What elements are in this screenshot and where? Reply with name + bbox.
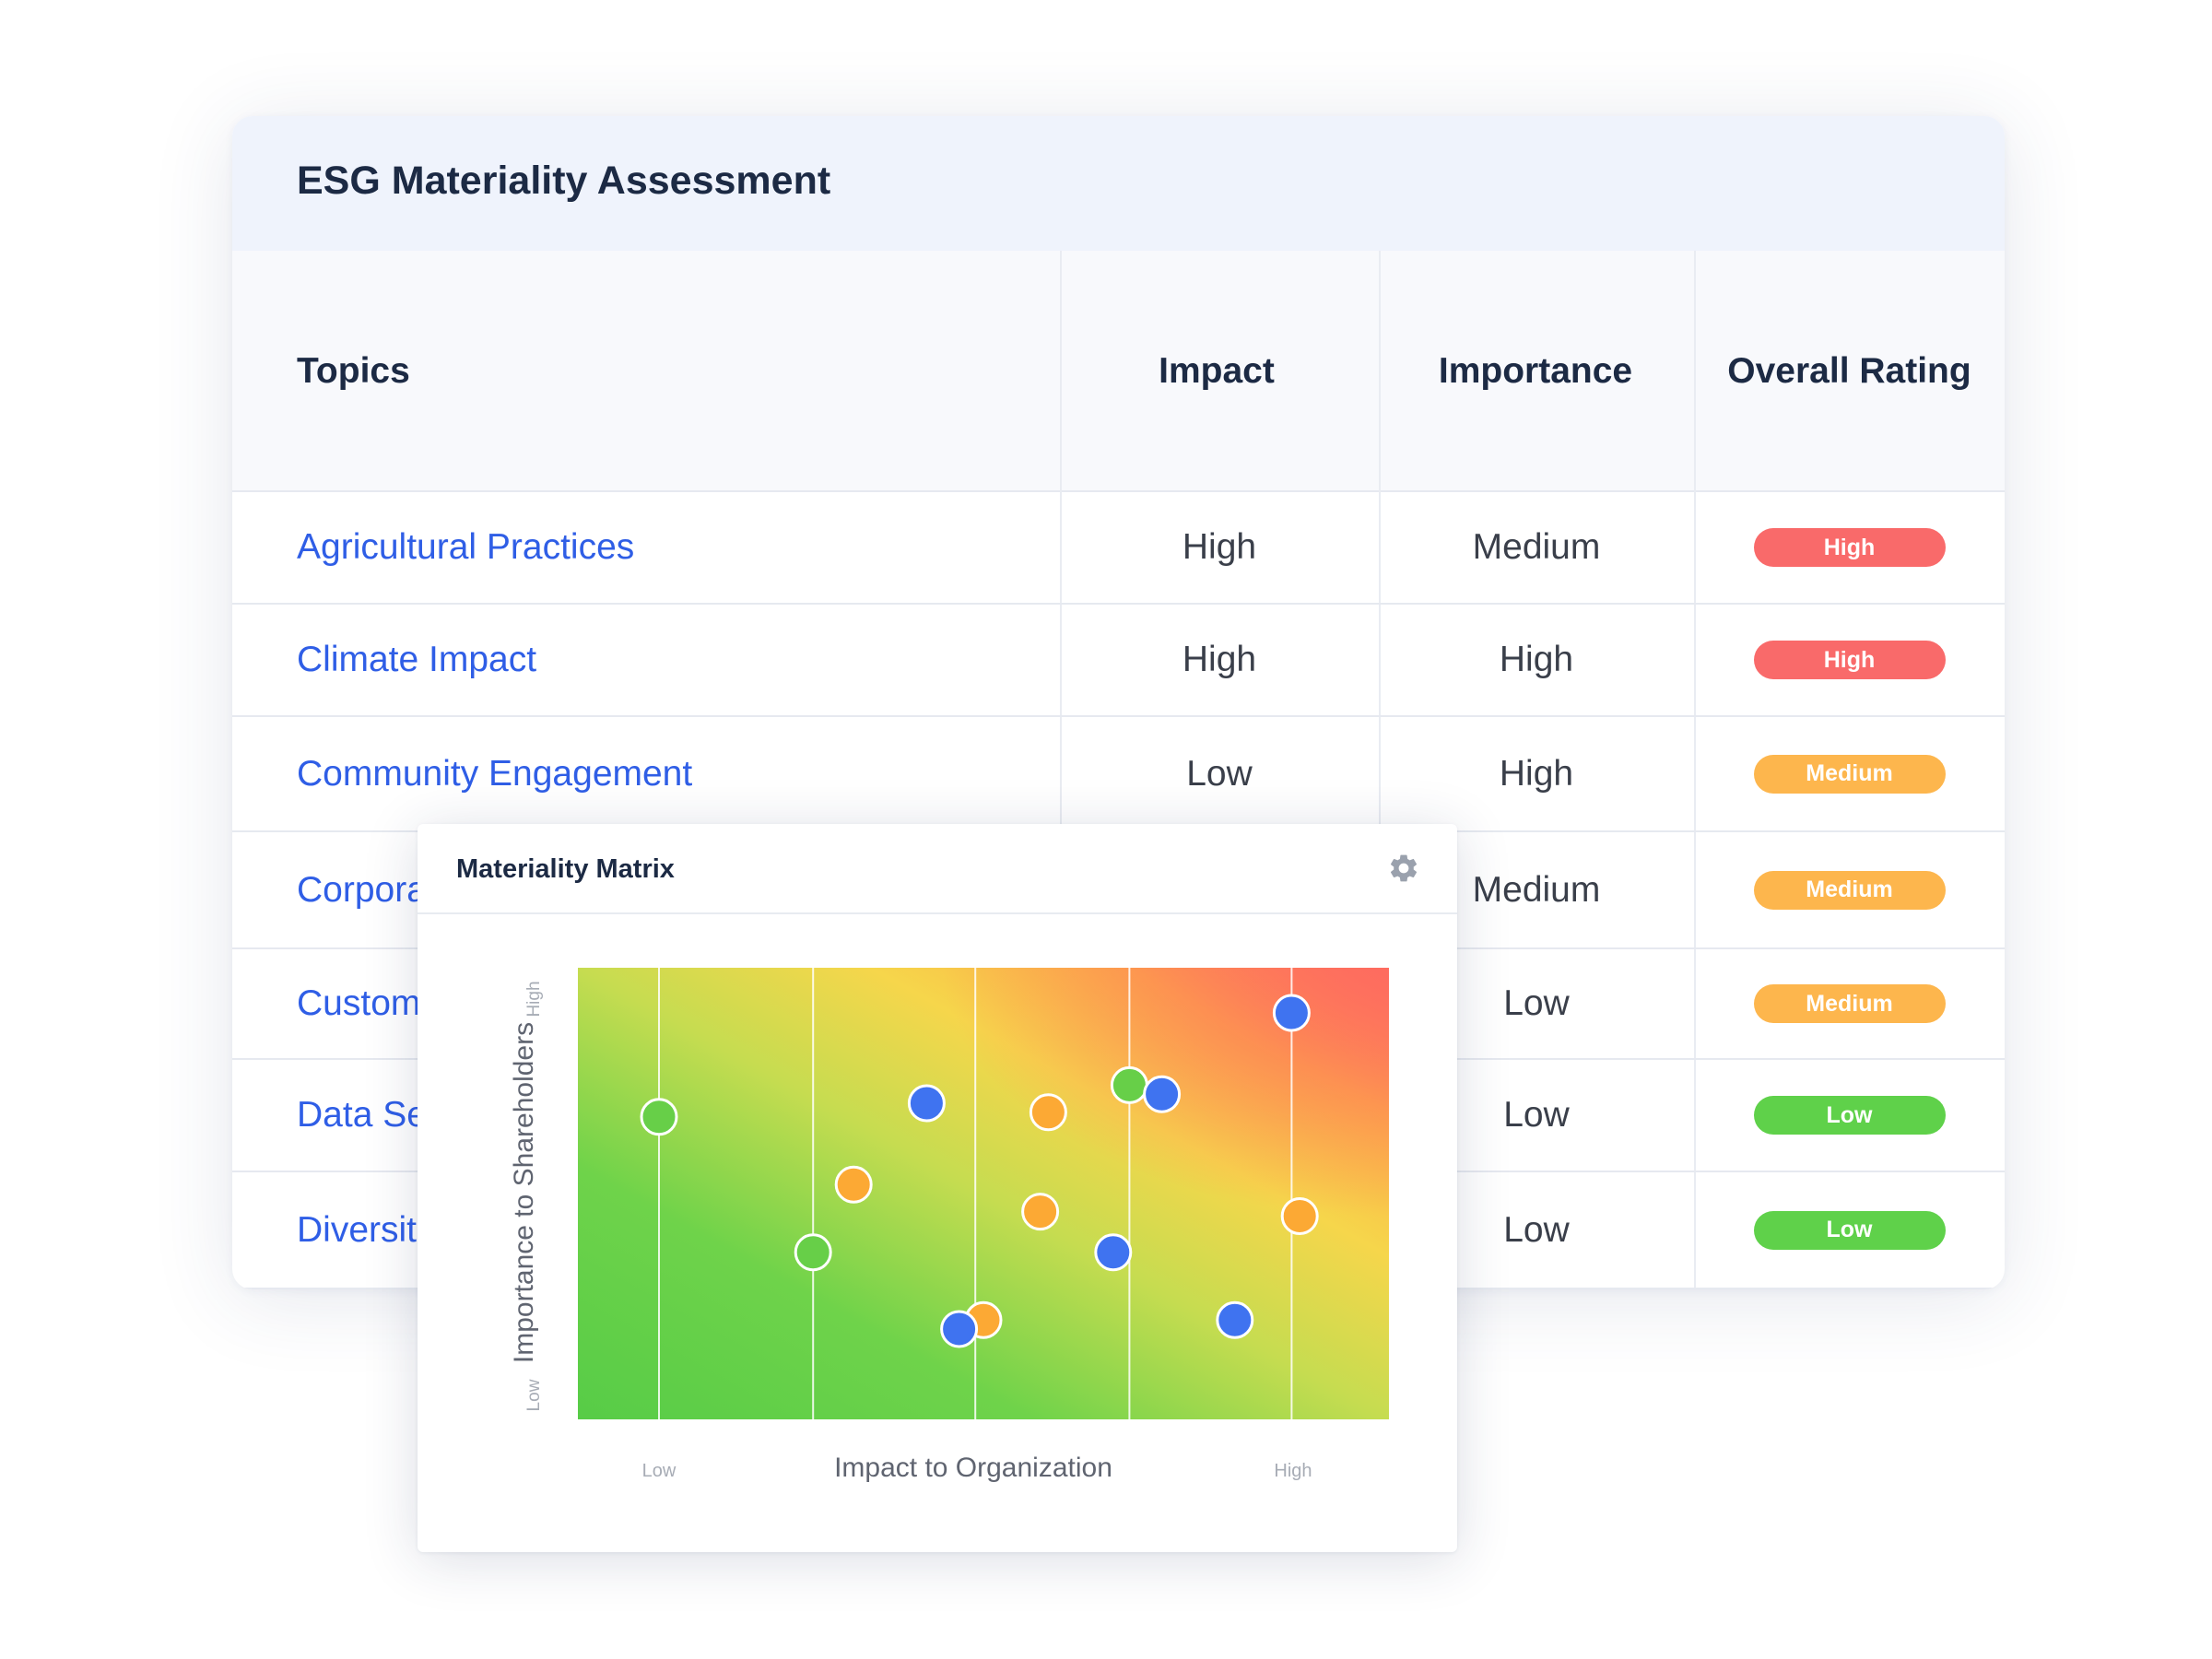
importance-value: High [1499, 753, 1574, 794]
data-point-orange[interactable] [834, 1165, 873, 1204]
y-tick-high: High [524, 981, 544, 1017]
table-header: Topics Impact Importance Overall Rating [232, 251, 2005, 492]
card-header: ESG Materiality Assessment [232, 116, 2005, 251]
rating-cell: Medium [1694, 832, 2005, 947]
importance-value: Low [1503, 1095, 1570, 1135]
data-point-green[interactable] [1110, 1065, 1148, 1104]
rating-badge: High [1753, 528, 1946, 567]
data-point-blue[interactable] [1216, 1300, 1254, 1339]
column-header-impact[interactable]: Impact [1159, 351, 1275, 391]
topic-link[interactable]: Climate Impact [297, 640, 537, 679]
y-axis-label: Importance to Shareholders [509, 1022, 539, 1363]
matrix-hot-zone [578, 968, 1389, 1419]
data-point-orange[interactable] [1029, 1093, 1067, 1132]
rating-cell: High [1694, 492, 2005, 603]
topic-link[interactable]: Data Se [297, 1095, 427, 1135]
column-divider [1060, 251, 1062, 1289]
data-point-green[interactable] [640, 1098, 678, 1136]
data-point-orange[interactable] [1280, 1197, 1319, 1235]
x-tick-low: Low [642, 1461, 677, 1481]
topic-link[interactable]: Agricultural Practices [297, 527, 635, 567]
y-tick-low: Low [524, 1379, 544, 1411]
rating-badge: Medium [1753, 984, 1946, 1023]
matrix-title: Materiality Matrix [456, 853, 675, 884]
rating-cell: High [1694, 605, 2005, 715]
matrix-header: Materiality Matrix [418, 824, 1457, 914]
column-divider [1694, 251, 1696, 1289]
x-axis-label: Impact to Organization [834, 1453, 1112, 1483]
materiality-chart: Importance to Shareholders High Low Impa… [509, 968, 1389, 1483]
column-header-importance[interactable]: Importance [1438, 351, 1633, 391]
impact-value: Low [1186, 753, 1253, 794]
column-divider [1379, 251, 1381, 1289]
rating-badge: Low [1753, 1096, 1946, 1135]
data-point-orange[interactable] [1021, 1193, 1060, 1231]
rating-cell: Medium [1694, 949, 2005, 1058]
importance-value: Low [1503, 983, 1570, 1023]
data-point-blue[interactable] [940, 1310, 979, 1348]
importance-value: Medium [1472, 869, 1601, 910]
column-header-overall-rating[interactable]: Overall Rating [1727, 351, 1971, 391]
gear-icon[interactable] [1387, 852, 1420, 885]
data-point-blue[interactable] [1272, 994, 1311, 1032]
rating-cell: Low [1694, 1172, 2005, 1288]
importance-value: Medium [1472, 527, 1601, 567]
column-header-topics[interactable]: Topics [297, 351, 410, 391]
rating-badge: High [1753, 641, 1946, 679]
data-point-blue[interactable] [1094, 1233, 1133, 1272]
table-row: Community Engagement Low High Medium [232, 717, 2005, 832]
rating-cell: Low [1694, 1060, 2005, 1171]
rating-badge: Medium [1753, 870, 1946, 910]
data-point-green[interactable] [794, 1233, 832, 1272]
topic-link[interactable]: Diversit [297, 1209, 418, 1250]
data-point-blue[interactable] [1143, 1075, 1182, 1113]
topic-link[interactable]: Community Engagement [297, 753, 693, 794]
rating-badge: Low [1753, 1210, 1946, 1250]
importance-value: Low [1503, 1209, 1570, 1250]
rating-cell: Medium [1694, 717, 2005, 830]
rating-badge: Medium [1753, 754, 1946, 794]
page-title: ESG Materiality Assessment [297, 159, 831, 203]
data-point-blue[interactable] [907, 1084, 946, 1123]
table-row: Climate Impact High High High [232, 605, 2005, 717]
impact-value: High [1182, 527, 1257, 567]
topic-link[interactable]: Custom [297, 983, 421, 1023]
materiality-matrix-card: Materiality Matrix Importance to Shareho… [418, 824, 1457, 1552]
x-tick-high: High [1274, 1461, 1312, 1481]
importance-value: High [1499, 640, 1574, 679]
table-row: Agricultural Practices High Medium High [232, 492, 2005, 605]
impact-value: High [1182, 640, 1257, 679]
